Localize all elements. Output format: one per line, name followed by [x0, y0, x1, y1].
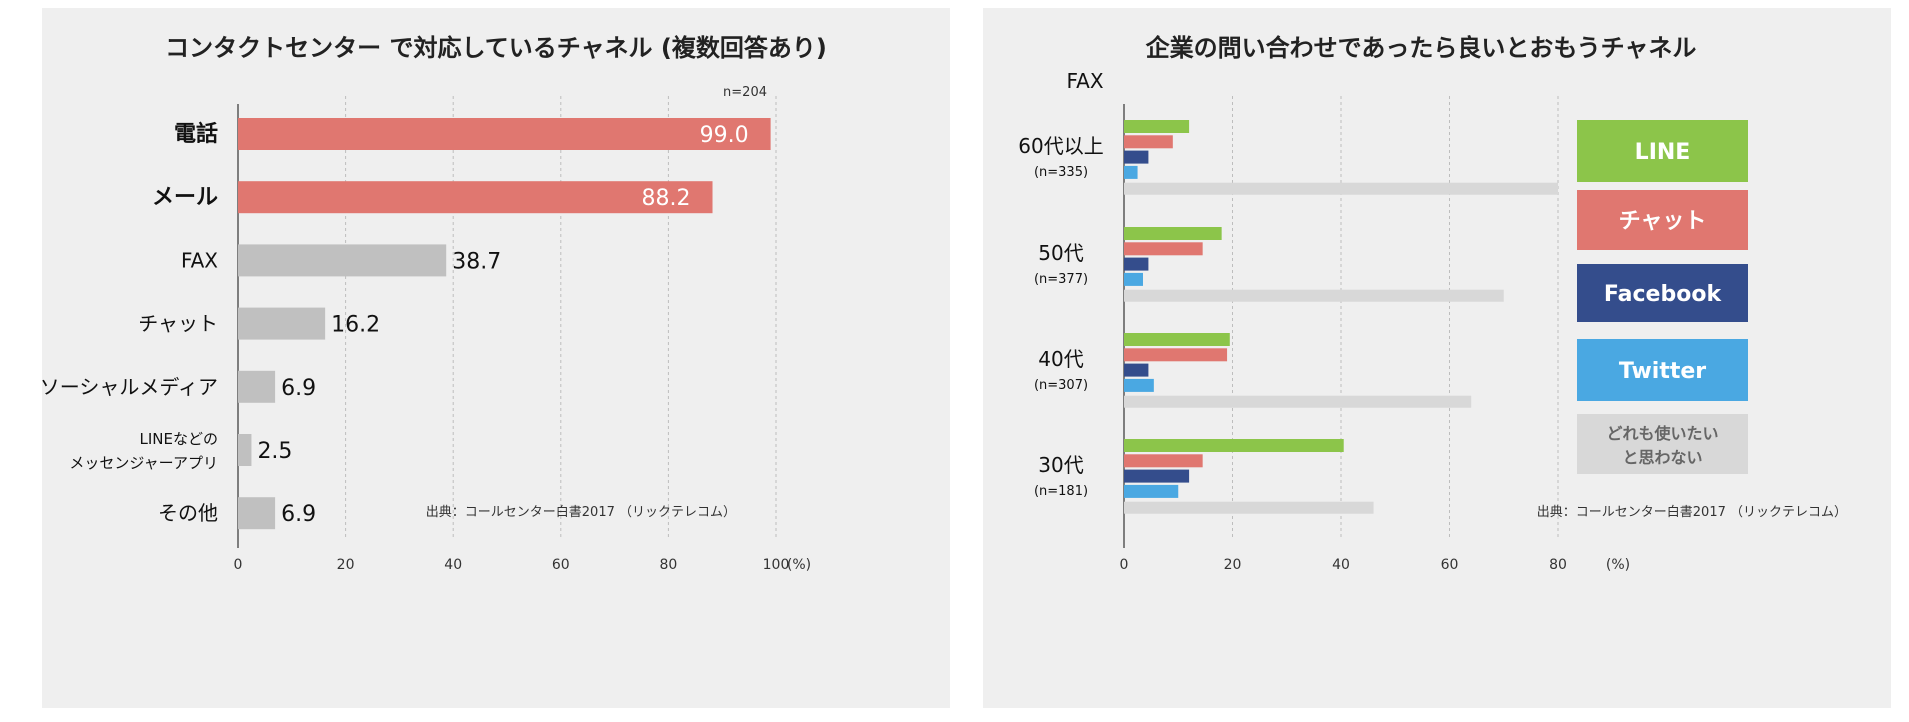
legend-swatch	[1577, 414, 1748, 474]
x-tick-label: 0	[1120, 557, 1129, 573]
legend-swatch	[1577, 339, 1748, 401]
bar-value-label: 2.5	[257, 439, 292, 464]
source-note: 出典：コールセンター白書2017 （リックテレコム）	[426, 504, 736, 520]
legend-swatch	[1577, 120, 1748, 182]
category-label: ソーシャルメディア	[40, 375, 218, 399]
bar	[238, 434, 252, 466]
right-chart: 企業の問い合わせであったら良いとおもうチャネル FAX 0 20 40 60 80 (%) 60…	[1018, 34, 1847, 573]
legend-label: Facebook	[1604, 282, 1723, 307]
bar	[1124, 469, 1190, 483]
x-tick-label: 60	[552, 557, 570, 573]
bar	[238, 497, 276, 530]
x-tick-label: 0	[234, 557, 243, 573]
category-label: その他	[158, 501, 218, 525]
bar-value-label: 88.2	[642, 186, 691, 211]
group-sample-size: (n=307)	[1034, 378, 1088, 393]
bar-value-label: 16.2	[331, 313, 380, 338]
legend-swatch	[1577, 190, 1748, 250]
chart-title: 企業の問い合わせであったら良いとおもうチャネル	[1146, 34, 1697, 62]
legend-label: LINE	[1635, 140, 1691, 165]
x-tick-label: 80	[1549, 557, 1567, 573]
bar	[1124, 454, 1203, 468]
category-label: FAX	[181, 248, 218, 272]
bar	[238, 370, 276, 403]
x-tick-label: 100	[763, 557, 790, 573]
group-sample-size: (n=335)	[1034, 165, 1088, 180]
bar	[1124, 439, 1344, 452]
bar	[1124, 135, 1173, 149]
bar	[238, 244, 447, 277]
right-chart-panel: 企業の問い合わせであったら良いとおもうチャネル FAX 0 20 40 60 80 (%) 60…	[983, 8, 1891, 708]
bar	[1124, 289, 1504, 302]
bar	[238, 181, 713, 214]
group-sample-size: (n=377)	[1034, 272, 1088, 287]
source-note: 出典：コールセンター白書2017 （リックテレコム）	[1537, 504, 1847, 520]
group-sample-size: (n=181)	[1034, 484, 1088, 499]
bar	[1124, 363, 1149, 377]
bar-value-label: 38.7	[452, 249, 501, 274]
group-label: 50代	[1038, 241, 1083, 265]
bar	[1124, 182, 1558, 195]
x-unit-label: (%)	[1606, 557, 1630, 573]
legend-label: と思わない	[1622, 448, 1702, 467]
legend-label: どれも使いたい	[1606, 424, 1718, 443]
legend-label: チャット	[1619, 209, 1707, 234]
bar	[1124, 257, 1149, 271]
group-label: 60代以上	[1018, 134, 1103, 158]
legend-swatch	[1577, 264, 1748, 322]
bar	[1124, 395, 1472, 408]
legend-label: Twitter	[1619, 359, 1706, 384]
left-chart-panel: コンタクトセンター で対応しているチャネル (複数回答あり) n=204 0 20 40…	[40, 8, 950, 708]
bar	[1124, 150, 1149, 164]
category-label: チャット	[138, 312, 218, 336]
bar	[238, 307, 326, 340]
bar	[1124, 333, 1230, 346]
bar-value-label: 99.0	[700, 123, 749, 148]
category-label: メール	[152, 185, 218, 210]
bar	[1124, 378, 1154, 392]
chart-title: コンタクトセンター で対応しているチャネル (複数回答あり)	[165, 34, 827, 62]
corner-label: FAX	[1066, 69, 1103, 93]
bar	[1124, 165, 1138, 179]
category-label: LINEなどの	[140, 430, 218, 448]
x-tick-label: 40	[1332, 557, 1350, 573]
bar	[1124, 348, 1228, 362]
left-chart: コンタクトセンター で対応しているチャネル (複数回答あり) n=204 0 20 40…	[40, 34, 827, 573]
bar	[1124, 501, 1374, 514]
bar	[238, 118, 771, 150]
category-label: メッセンジャーアプリ	[69, 454, 218, 472]
x-tick-label: 60	[1441, 557, 1459, 573]
bar	[1124, 242, 1203, 256]
group-label: 40代	[1038, 347, 1083, 371]
bar	[1124, 484, 1179, 498]
x-tick-label: 40	[444, 557, 462, 573]
x-tick-label: 20	[337, 557, 355, 573]
bar-value-label: 6.9	[281, 502, 316, 527]
x-tick-label: 80	[659, 557, 677, 573]
sample-size-note: n=204	[723, 85, 767, 100]
bar	[1124, 272, 1143, 286]
group-label: 30代	[1038, 453, 1083, 477]
bar	[1124, 227, 1222, 240]
x-tick-label: 20	[1224, 557, 1242, 573]
bar	[1124, 120, 1190, 133]
x-unit-label: (%)	[787, 557, 811, 573]
bar-value-label: 6.9	[281, 376, 316, 401]
category-label: 電話	[174, 121, 218, 147]
